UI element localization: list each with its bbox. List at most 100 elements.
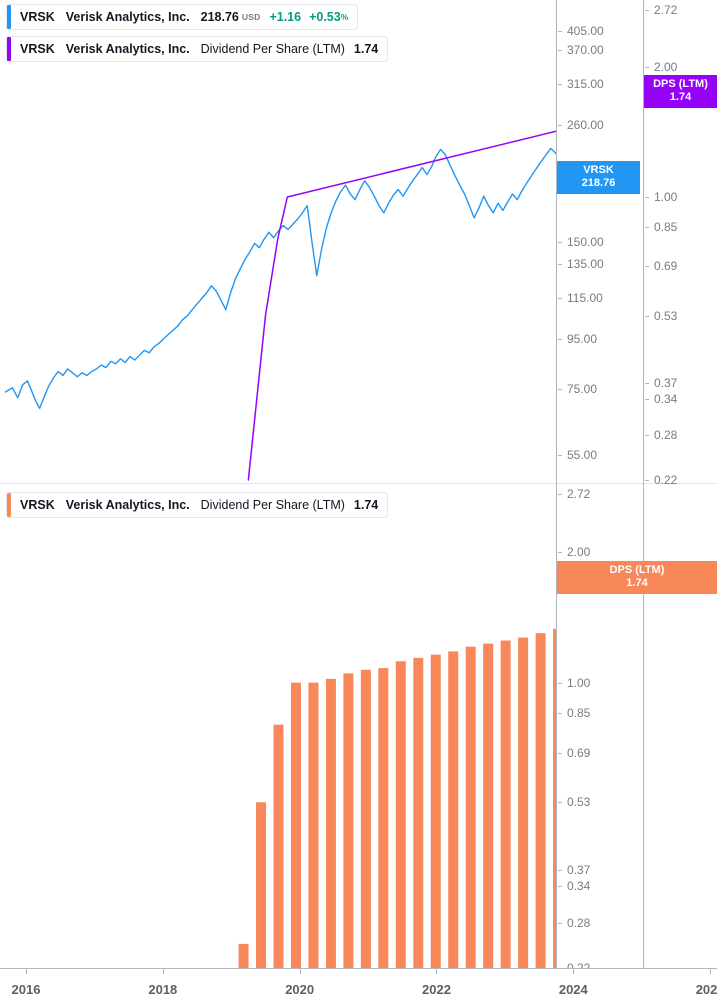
- dps-axis-tick: [645, 67, 649, 69]
- x-axis-tick: [162, 969, 164, 974]
- dps-axis-label: 0.37: [654, 375, 678, 390]
- legend-dps-top[interactable]: VRSK Verisk Analytics, Inc. Dividend Per…: [6, 36, 389, 62]
- dps-axis-label: 0.85: [654, 220, 678, 235]
- dps-axis-tick: [645, 398, 649, 400]
- dps-bar[interactable]: [308, 682, 319, 968]
- dps-bar[interactable]: [448, 651, 459, 968]
- price-axis-tick: [558, 241, 562, 243]
- dps-lower-axis-tick: [558, 802, 562, 804]
- dps-axis-tick: [645, 382, 649, 384]
- dps-bar[interactable]: [290, 682, 301, 968]
- price-badge-value: 218.76: [581, 177, 616, 189]
- legend-dps-top-value: 1.74: [353, 42, 379, 56]
- price-axis-line[interactable]: [556, 0, 557, 968]
- dps-axis-tick: [645, 315, 649, 317]
- legend-price-change: +1.16: [269, 10, 302, 24]
- dps-bar[interactable]: [500, 640, 511, 968]
- price-axis-label: 115.00: [567, 291, 603, 306]
- dps-lower-axis-tick: [558, 870, 562, 871]
- dps-axis-tick: [645, 434, 649, 436]
- dps-bar[interactable]: [483, 643, 494, 968]
- x-axis[interactable]: 2016 2018 2020 2022 2024 2026: [0, 968, 717, 1005]
- dps-bar[interactable]: [413, 657, 424, 968]
- dps-overlay-line-series: [247, 130, 556, 481]
- dps-lower-axis-label: 2.72: [567, 487, 591, 501]
- legend-price-pct-symbol: %: [340, 12, 349, 22]
- dps-axis-line[interactable]: [643, 0, 644, 968]
- price-badge-label: VRSK: [583, 164, 614, 176]
- dps-lower-axis-tick: [558, 713, 562, 715]
- price-axis-label: 370.00: [567, 43, 604, 58]
- legend-dps-top-swatch: [7, 37, 11, 61]
- price-axis-tick: [558, 264, 562, 266]
- dps-bar[interactable]: [378, 668, 389, 968]
- price-axis-tick: [558, 338, 562, 340]
- legend-dps-bottom-swatch: [7, 493, 11, 517]
- legend-price-ticker: VRSK: [20, 10, 55, 24]
- dps-chart-panel[interactable]: [0, 484, 556, 968]
- dps-axis-label: 0.69: [654, 259, 678, 274]
- price-axis-label: 75.00: [567, 382, 598, 397]
- x-axis-tick: [436, 969, 438, 974]
- legend-dps-bottom-value: 1.74: [353, 498, 379, 512]
- price-axis-tick: [558, 31, 562, 32]
- dps-bar[interactable]: [256, 802, 267, 968]
- dps-bar[interactable]: [553, 628, 556, 968]
- legend-dps-top-ticker: VRSK: [20, 42, 55, 56]
- dps-bar[interactable]: [465, 646, 476, 968]
- price-axis-label: 405.00: [567, 24, 604, 38]
- x-axis-label: 2024: [558, 982, 588, 997]
- dps-axis-tick: [645, 227, 649, 229]
- dps-bar[interactable]: [360, 669, 371, 968]
- dps-lower-axis-tick: [558, 885, 562, 887]
- dps-lower-axis-tick: [558, 752, 562, 754]
- x-axis-tick: [299, 969, 301, 974]
- dps-axis-label: 0.34: [654, 391, 678, 406]
- x-axis-label: 2020: [285, 982, 315, 997]
- legend-dps-bottom[interactable]: VRSK Verisk Analytics, Inc. Dividend Per…: [6, 492, 389, 518]
- dps-bar[interactable]: [518, 637, 529, 968]
- dps-axis-label: 0.28: [654, 427, 678, 442]
- x-axis-label: 2018: [148, 982, 178, 997]
- dps-bar[interactable]: [325, 678, 336, 968]
- price-axis-tick: [558, 298, 562, 300]
- price-axis-tick: [558, 389, 562, 391]
- legend-dps-bottom-metric: Dividend Per Share (LTM): [200, 498, 345, 512]
- dps-bar[interactable]: [430, 654, 441, 968]
- price-chart-panel[interactable]: [0, 0, 556, 483]
- dps-lower-axis-tick: [558, 922, 562, 924]
- dps-lower-axis-label: 0.69: [567, 745, 591, 760]
- dps-value-badge-bottom[interactable]: DPS (LTM) 1.74: [557, 561, 717, 594]
- legend-price[interactable]: VRSK Verisk Analytics, Inc. 218.76 USD +…: [6, 4, 359, 30]
- price-value-badge[interactable]: VRSK 218.76: [557, 161, 640, 194]
- dps-lower-axis-tick: [558, 494, 562, 495]
- dps-lower-axis-label: 0.53: [567, 795, 591, 810]
- x-axis-label: 2026: [695, 982, 717, 997]
- dps-bar[interactable]: [535, 633, 546, 968]
- dps-lower-axis-label: 0.28: [567, 915, 591, 930]
- dps-axis-tick: [645, 197, 649, 198]
- x-axis-label: 2016: [11, 982, 41, 997]
- dps-lower-axis-label: 1.00: [567, 675, 591, 690]
- legend-price-value: 218.76: [200, 10, 239, 24]
- legend-dps-bottom-company: Verisk Analytics, Inc.: [65, 498, 190, 512]
- x-axis-tick: [25, 969, 27, 974]
- dps-lower-axis-label: 0.85: [567, 706, 591, 721]
- panel-divider: [0, 483, 717, 484]
- dps-bar[interactable]: [238, 943, 249, 968]
- dps-axis-label: 1.00: [654, 190, 678, 204]
- dps-bar[interactable]: [395, 661, 406, 968]
- dps-value-badge-top[interactable]: DPS (LTM) 1.74: [644, 75, 717, 108]
- price-axis-label: 135.00: [567, 257, 604, 272]
- x-axis-line: [0, 968, 717, 969]
- price-axis-tick: [558, 50, 562, 52]
- legend-price-company: Verisk Analytics, Inc.: [65, 10, 190, 24]
- dps-axis-label: 0.22: [654, 473, 678, 487]
- price-axis-tick: [558, 125, 562, 127]
- dps-bar[interactable]: [273, 724, 284, 968]
- dps-axis-tick: [645, 480, 649, 481]
- dps-bar[interactable]: [343, 673, 354, 968]
- legend-price-change-pct: +0.53: [309, 10, 341, 24]
- dps-bottom-badge-label: DPS (LTM): [609, 564, 665, 576]
